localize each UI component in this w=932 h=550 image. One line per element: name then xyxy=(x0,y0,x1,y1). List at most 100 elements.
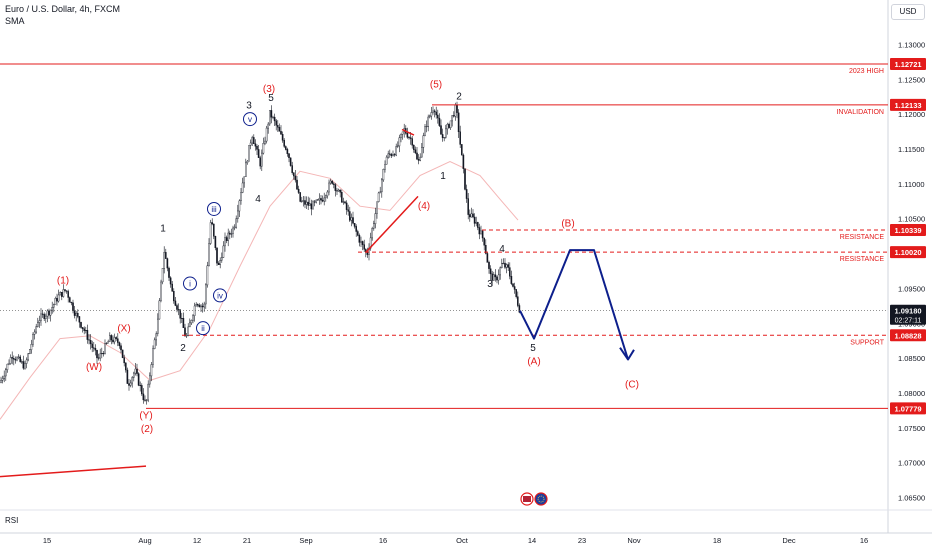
candle-body xyxy=(131,377,134,384)
candle-body xyxy=(192,315,194,321)
x-tick-label: 23 xyxy=(578,536,586,545)
candle-body xyxy=(491,273,494,281)
candle-body xyxy=(49,309,52,316)
x-tick-label: Nov xyxy=(627,536,641,545)
candle-body xyxy=(224,237,226,247)
candle-body xyxy=(198,305,201,308)
candle-body xyxy=(507,264,510,268)
candle-body xyxy=(488,262,490,269)
candle-body xyxy=(14,359,17,361)
candle-body xyxy=(395,146,398,156)
candle-body xyxy=(401,131,404,135)
candle-body xyxy=(277,125,279,128)
candle-body xyxy=(222,245,225,258)
candle-body xyxy=(497,274,500,281)
candle-body xyxy=(454,104,457,117)
candle-body xyxy=(37,322,39,327)
candle-body xyxy=(214,235,217,248)
candle-body xyxy=(413,144,415,150)
candle-body xyxy=(483,237,486,246)
candle-body xyxy=(89,340,92,345)
eu-flag-icon xyxy=(534,492,548,506)
candle-body xyxy=(296,179,298,190)
candle-body xyxy=(331,180,334,184)
candle-body xyxy=(337,189,340,192)
candle-body xyxy=(12,358,15,360)
x-tick-label: 12 xyxy=(193,536,201,545)
candle-body xyxy=(390,154,393,156)
candle-body xyxy=(381,179,383,193)
us-flag-icon-fill xyxy=(523,496,531,502)
candle-body xyxy=(286,149,289,154)
candle-body xyxy=(30,344,33,350)
y-tick-label: 1.07500 xyxy=(898,424,925,433)
wave-circle-label: i xyxy=(189,280,191,289)
candle-body xyxy=(107,341,109,344)
y-tick-label: 1.10500 xyxy=(898,215,925,224)
x-tick-label: Oct xyxy=(456,536,469,545)
y-tick-label: 1.08500 xyxy=(898,354,925,363)
candle-body xyxy=(118,342,121,346)
candle-body xyxy=(80,322,82,328)
candle-body xyxy=(64,289,66,291)
candle-body xyxy=(422,135,425,148)
candle-body xyxy=(433,110,436,113)
candle-body xyxy=(235,218,238,228)
candle-body xyxy=(216,247,218,264)
y-tick-label: 1.07000 xyxy=(898,459,925,468)
wave-label: 2 xyxy=(456,92,462,103)
candle-body xyxy=(302,200,305,202)
candle-body xyxy=(417,159,420,161)
candle-body xyxy=(35,326,37,333)
candle-body xyxy=(45,315,47,320)
candle-body xyxy=(510,276,513,284)
candle-body xyxy=(323,197,326,202)
candle-body xyxy=(301,200,303,202)
candle-body xyxy=(110,335,113,341)
candle-body xyxy=(457,112,460,133)
candle-body xyxy=(499,267,502,276)
candle-body xyxy=(289,157,292,166)
candle-body xyxy=(59,292,61,296)
sma-line xyxy=(0,161,519,420)
candle-body xyxy=(17,356,20,358)
candle-body xyxy=(51,307,53,311)
candle-body xyxy=(307,201,310,206)
candle-body xyxy=(25,359,28,364)
candle-body xyxy=(347,209,350,212)
wave-label: (1) xyxy=(57,276,69,287)
candle-body xyxy=(334,184,337,191)
candle-body xyxy=(360,241,362,243)
candle-body xyxy=(172,291,175,302)
candle-body xyxy=(269,110,271,125)
level-price-tag: 1.12133 xyxy=(894,101,921,110)
wave-label: (2) xyxy=(141,424,153,435)
candle-body xyxy=(78,316,81,323)
candle-body xyxy=(273,116,276,122)
candle-body xyxy=(432,110,434,113)
candle-body xyxy=(414,149,417,154)
currency-selector[interactable]: USD xyxy=(891,4,925,20)
candle-body xyxy=(505,264,508,268)
candle-body xyxy=(478,227,481,235)
candle-body xyxy=(123,357,125,364)
current-price-tag-bg xyxy=(890,304,926,325)
trendline xyxy=(401,128,415,136)
wave-label: (C) xyxy=(625,379,639,390)
projection-path xyxy=(519,249,629,360)
wave-label: (Y) xyxy=(139,411,152,422)
candle-body xyxy=(453,115,455,117)
candle-body xyxy=(472,213,474,218)
candle-body xyxy=(61,292,63,297)
candle-body xyxy=(251,137,254,144)
candle-body xyxy=(121,349,124,358)
y-tick-label: 1.08000 xyxy=(898,389,925,398)
bar-countdown: 02:27:11 xyxy=(895,318,922,325)
candle-body xyxy=(382,168,385,181)
candle-body xyxy=(363,244,366,250)
candle-body xyxy=(126,369,129,384)
candle-body xyxy=(67,291,69,298)
candle-body xyxy=(166,258,169,269)
wave-label: 3 xyxy=(487,279,493,290)
